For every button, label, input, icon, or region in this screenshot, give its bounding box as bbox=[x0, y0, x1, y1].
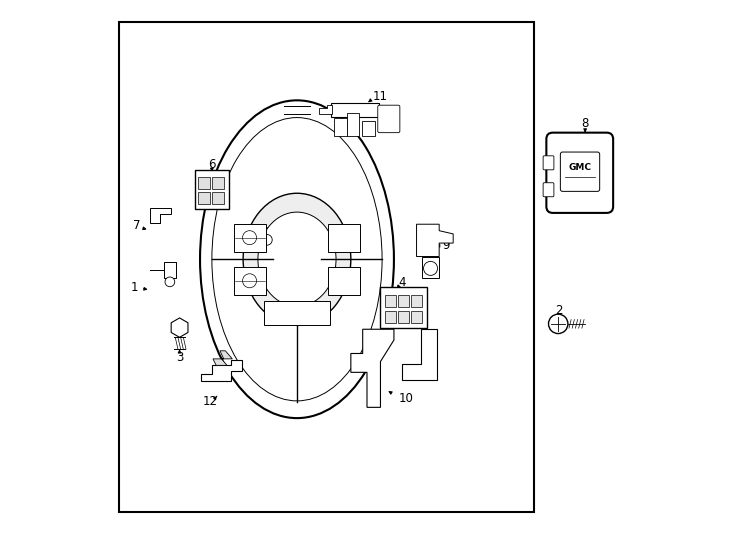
Polygon shape bbox=[201, 360, 241, 381]
FancyBboxPatch shape bbox=[198, 192, 210, 204]
Polygon shape bbox=[422, 256, 439, 278]
FancyBboxPatch shape bbox=[380, 287, 426, 328]
FancyBboxPatch shape bbox=[385, 295, 396, 307]
Circle shape bbox=[242, 231, 257, 245]
FancyBboxPatch shape bbox=[328, 267, 360, 295]
FancyBboxPatch shape bbox=[543, 183, 554, 197]
Text: 2: 2 bbox=[556, 304, 563, 317]
Circle shape bbox=[165, 277, 175, 287]
Text: 1: 1 bbox=[131, 281, 138, 294]
Text: 11: 11 bbox=[373, 90, 388, 103]
Circle shape bbox=[424, 261, 437, 275]
Polygon shape bbox=[417, 224, 453, 256]
Polygon shape bbox=[319, 105, 332, 114]
Text: GMC: GMC bbox=[568, 163, 592, 172]
Polygon shape bbox=[150, 208, 171, 223]
Text: 10: 10 bbox=[399, 392, 413, 404]
Polygon shape bbox=[402, 329, 437, 380]
FancyBboxPatch shape bbox=[385, 311, 396, 323]
FancyBboxPatch shape bbox=[212, 177, 224, 188]
FancyBboxPatch shape bbox=[347, 113, 359, 137]
Circle shape bbox=[261, 234, 272, 245]
FancyBboxPatch shape bbox=[331, 103, 379, 117]
Text: 4: 4 bbox=[399, 276, 406, 289]
FancyBboxPatch shape bbox=[411, 311, 422, 323]
Ellipse shape bbox=[200, 100, 394, 418]
Ellipse shape bbox=[212, 118, 382, 401]
FancyBboxPatch shape bbox=[334, 118, 346, 137]
Text: 7: 7 bbox=[133, 219, 140, 232]
Text: 3: 3 bbox=[176, 352, 184, 365]
FancyBboxPatch shape bbox=[546, 133, 613, 213]
Polygon shape bbox=[213, 351, 233, 366]
Circle shape bbox=[242, 274, 257, 288]
FancyBboxPatch shape bbox=[411, 295, 422, 307]
FancyBboxPatch shape bbox=[119, 22, 534, 512]
Text: 9: 9 bbox=[443, 239, 450, 252]
FancyBboxPatch shape bbox=[234, 224, 266, 252]
Circle shape bbox=[548, 314, 568, 334]
Text: 12: 12 bbox=[203, 395, 217, 408]
Text: 5: 5 bbox=[241, 235, 248, 248]
Ellipse shape bbox=[243, 193, 351, 325]
FancyBboxPatch shape bbox=[234, 267, 266, 295]
Polygon shape bbox=[351, 329, 394, 407]
FancyBboxPatch shape bbox=[264, 301, 330, 325]
FancyBboxPatch shape bbox=[399, 295, 409, 307]
FancyBboxPatch shape bbox=[195, 170, 229, 208]
FancyBboxPatch shape bbox=[543, 156, 554, 170]
Ellipse shape bbox=[258, 212, 336, 306]
FancyBboxPatch shape bbox=[253, 228, 280, 252]
FancyBboxPatch shape bbox=[362, 121, 375, 137]
Text: 6: 6 bbox=[208, 158, 216, 171]
FancyBboxPatch shape bbox=[198, 177, 210, 188]
FancyBboxPatch shape bbox=[328, 224, 360, 252]
Text: 8: 8 bbox=[581, 117, 589, 130]
FancyBboxPatch shape bbox=[378, 105, 400, 133]
FancyBboxPatch shape bbox=[212, 192, 224, 204]
FancyBboxPatch shape bbox=[560, 152, 600, 191]
FancyBboxPatch shape bbox=[399, 311, 409, 323]
